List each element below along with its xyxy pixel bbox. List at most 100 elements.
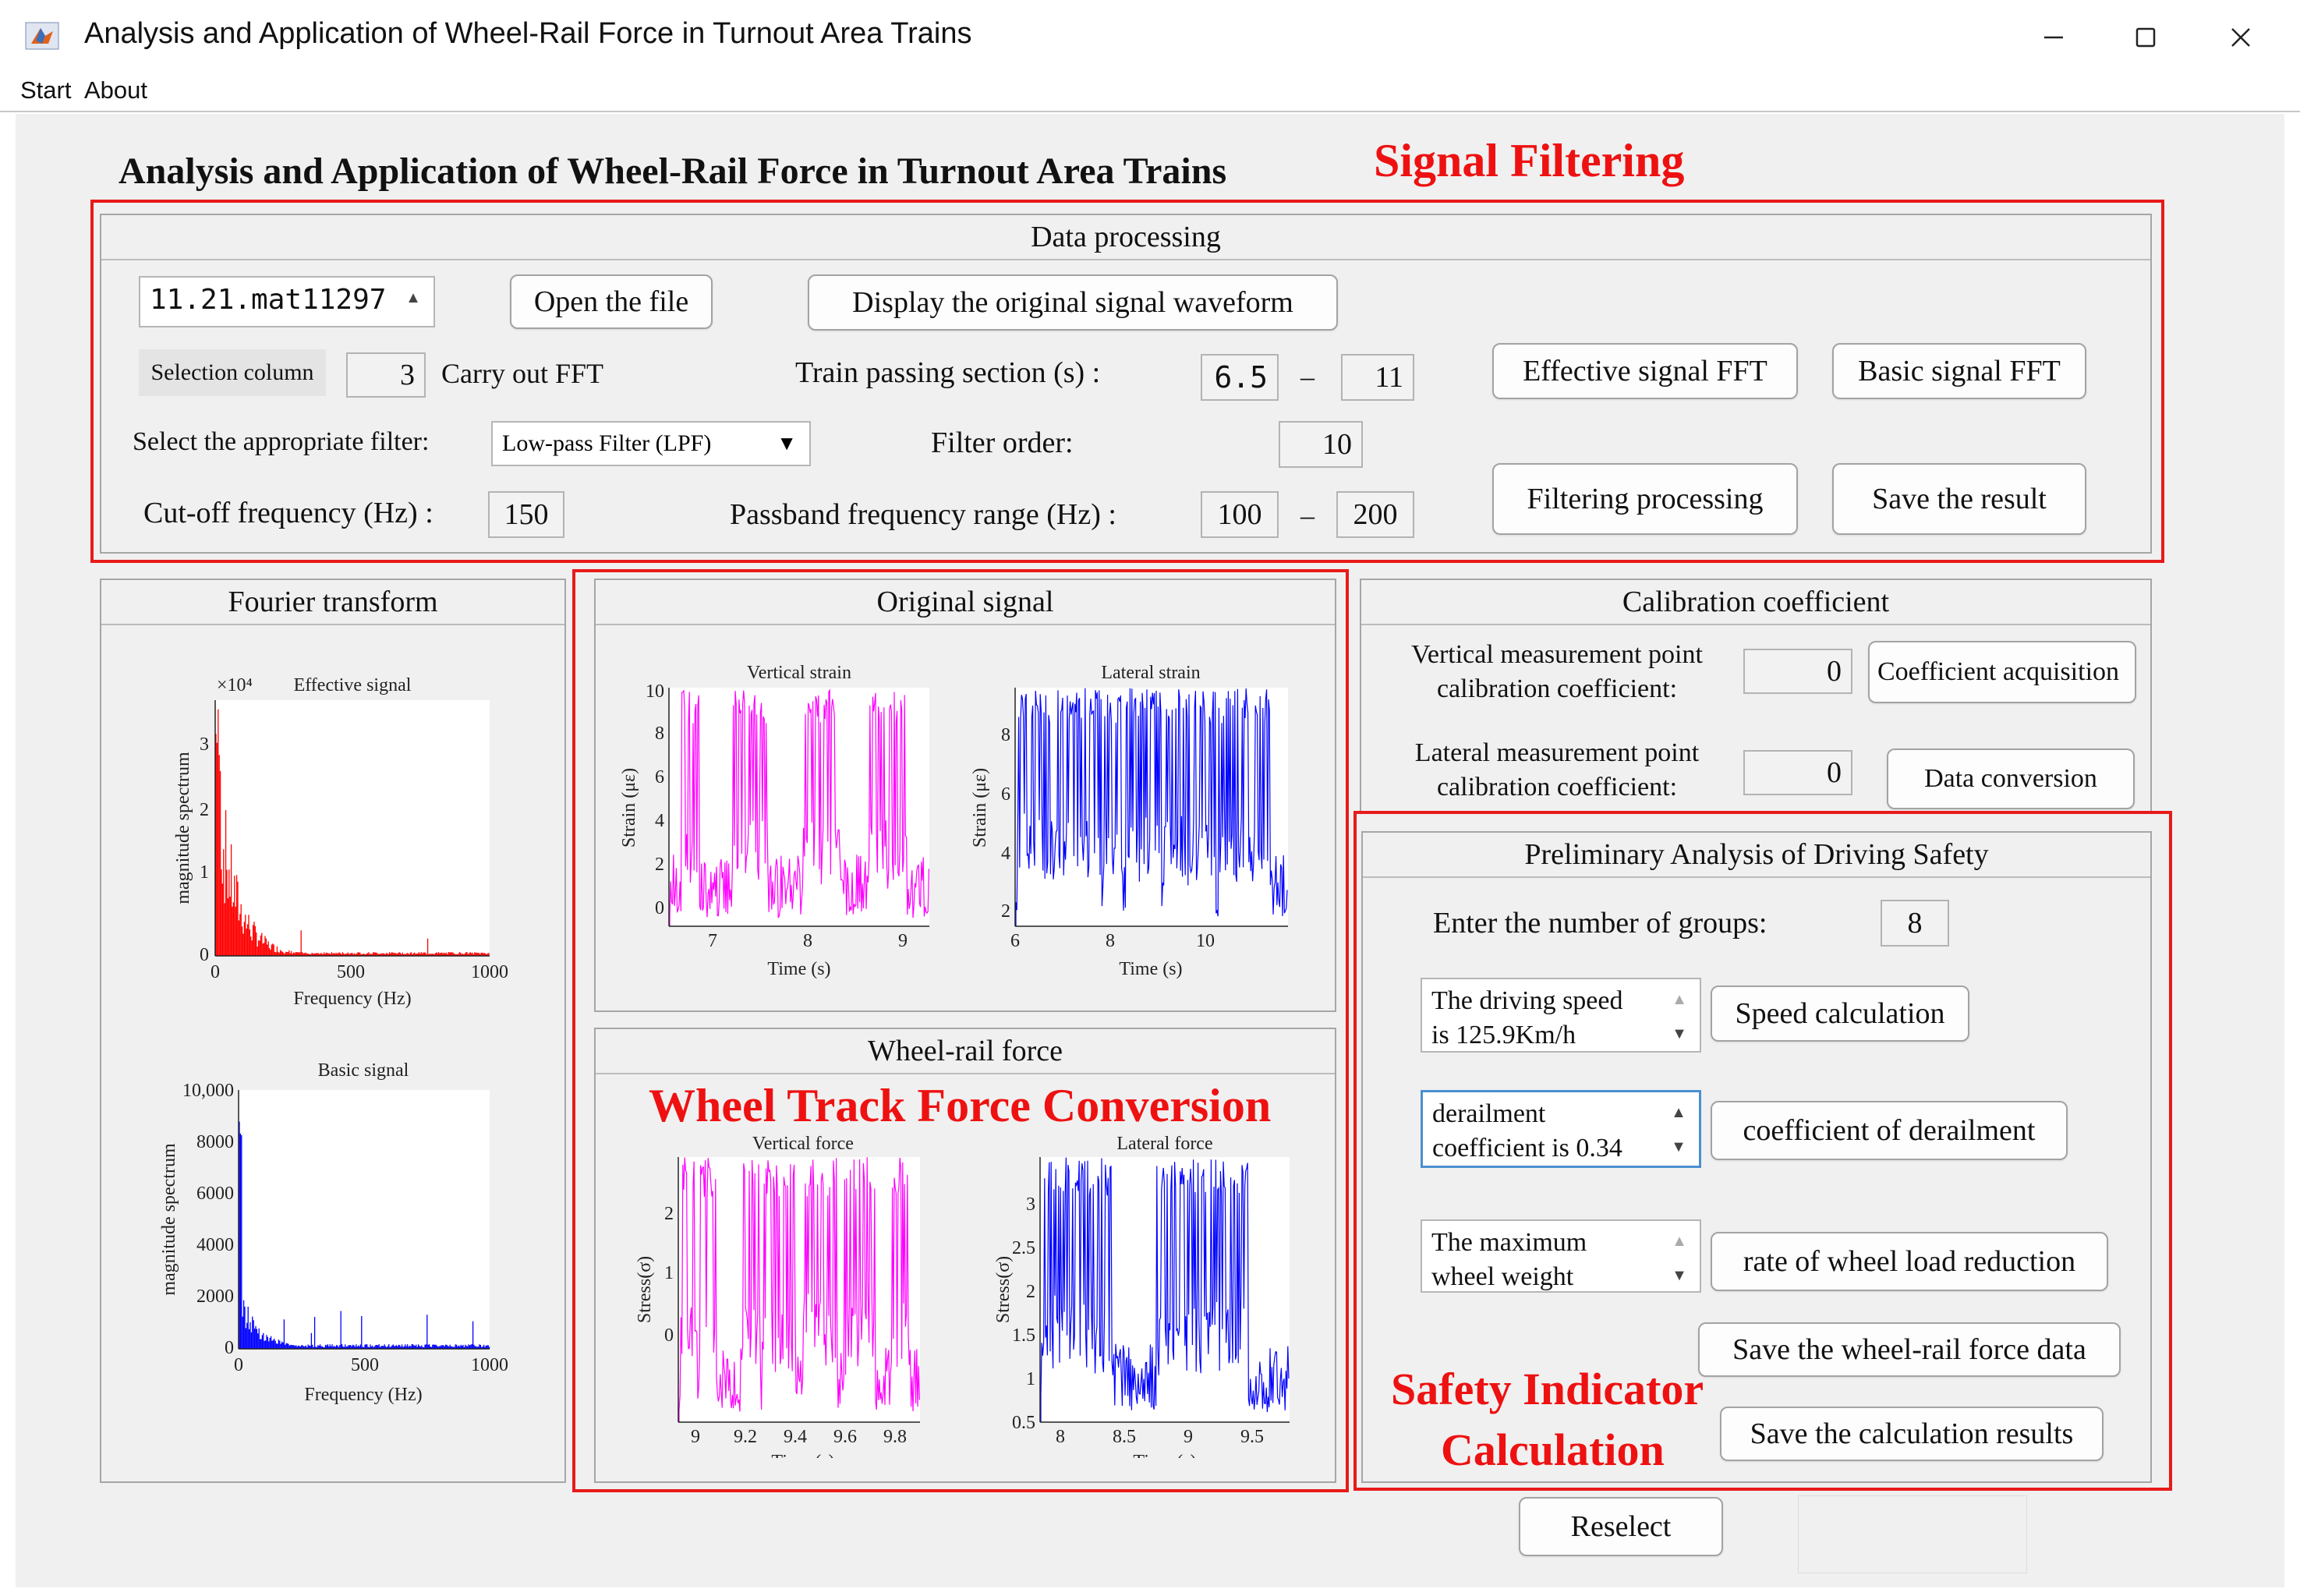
vertical-force-ytick: 1 <box>664 1263 674 1283</box>
menu-bar <box>0 73 2300 112</box>
spin-up-icon[interactable]: ▲ <box>405 289 421 306</box>
menu-start[interactable]: Start <box>20 76 72 104</box>
effective-fft-button[interactable]: Effective signal FFT <box>1492 343 1798 399</box>
vertical-force-xtick: 9 <box>691 1427 700 1447</box>
maximize-icon[interactable] <box>2122 16 2169 59</box>
effective-ytick: 1 <box>200 862 209 883</box>
menu-about[interactable]: About <box>84 76 148 104</box>
driving-safety-title: Preliminary Analysis of Driving Safety <box>1363 833 2150 878</box>
spin-down-icon[interactable]: ▼ <box>1672 1267 1687 1284</box>
groups-input[interactable]: 8 <box>1881 900 1949 947</box>
selection-column-input[interactable]: 3 <box>346 352 426 398</box>
effective-spectrum-line <box>215 709 490 956</box>
coefficient-acquisition-button[interactable]: Coefficient acquisition <box>1868 641 2136 703</box>
train-to-input[interactable]: 11 <box>1341 354 1414 401</box>
filter-order-input[interactable]: 10 <box>1279 421 1363 468</box>
spin-up-icon[interactable]: ▲ <box>1671 1104 1686 1121</box>
passband-range-dash: – <box>1300 500 1315 531</box>
save-calculation-results-button[interactable]: Save the calculation results <box>1720 1407 2104 1461</box>
vertical-force-ytick: 2 <box>664 1204 674 1224</box>
effective-signal-chart: ×10⁴ Effective signal 0 1 2 3 0 500 1000… <box>173 675 508 1009</box>
vertical-force-xtick: 9.2 <box>734 1427 757 1447</box>
filter-dropdown-value: Low-pass Filter (LPF) <box>502 430 712 456</box>
lateral-force-ytick: 3 <box>1026 1194 1035 1215</box>
train-range-dash: – <box>1300 361 1315 392</box>
close-icon[interactable] <box>2217 16 2264 59</box>
train-from-input[interactable]: 6.5 <box>1201 354 1279 401</box>
lateral-strain-series <box>1015 688 1288 926</box>
save-result-button[interactable]: Save the result <box>1832 463 2086 535</box>
spin-down-icon[interactable]: ▼ <box>405 315 421 326</box>
vertical-strain-series <box>669 688 929 926</box>
basic-ytick: 2000 <box>196 1286 234 1307</box>
basic-ytick: 0 <box>225 1338 234 1358</box>
vertical-strain-line <box>669 688 929 926</box>
speed-calculation-button[interactable]: Speed calculation <box>1711 986 1969 1042</box>
display-waveform-button[interactable]: Display the original signal waveform <box>808 274 1338 331</box>
lateral-strain-chart: Lateral strain 2 4 6 8 6 8 10 Time (s) S… <box>970 663 1288 979</box>
vertical-strain-ytick: 2 <box>655 855 664 875</box>
vertical-force-xtick: 9.4 <box>784 1427 807 1447</box>
derailment-coefficient-button[interactable]: coefficient of derailment <box>1711 1101 2068 1160</box>
lateral-strain-ylabel: Strain (με) <box>970 768 990 848</box>
reselect-button[interactable]: Reselect <box>1519 1497 1723 1556</box>
lateral-calibration-input[interactable]: 0 <box>1743 750 1852 795</box>
vertical-calibration-input[interactable]: 0 <box>1743 649 1852 694</box>
lateral-force-xtick: 9.5 <box>1240 1427 1264 1447</box>
effective-signal-spectrum <box>215 709 490 956</box>
basic-fft-button[interactable]: Basic signal FFT <box>1832 343 2086 399</box>
train-passing-label: Train passing section (s) : <box>795 356 1101 389</box>
lateral-force-ytick: 2 <box>1026 1282 1035 1302</box>
spin-down-icon[interactable]: ▼ <box>1671 1138 1686 1155</box>
effective-xtick: 0 <box>211 962 220 982</box>
spin-up-icon[interactable]: ▲ <box>1672 991 1687 1008</box>
vertical-strain-ylabel: Strain (με) <box>619 768 639 848</box>
data-processing-title: Data processing <box>101 215 2150 260</box>
vertical-strain-chart: Vertical strain 0 2 4 6 8 10 7 8 9 Time … <box>619 663 929 979</box>
spin-down-icon[interactable]: ▼ <box>1672 1025 1687 1042</box>
chevron-down-icon: ▼ <box>777 432 797 455</box>
lateral-force-ytick: 1.5 <box>1012 1325 1035 1346</box>
lateral-calibration-label: Lateral measurement point calibration co… <box>1414 738 1700 802</box>
groups-label: Enter the number of groups: <box>1433 907 1767 940</box>
lateral-force-xtick: 8.5 <box>1113 1427 1136 1447</box>
cutoff-frequency-label: Cut-off frequency (Hz) : <box>143 497 433 529</box>
effective-xlabel: Frequency (Hz) <box>293 989 411 1009</box>
vertical-strain-xtick: 7 <box>708 931 717 951</box>
lateral-strain-line <box>1015 688 1288 926</box>
cutoff-frequency-input[interactable]: 150 <box>488 491 564 538</box>
filtering-processing-button[interactable]: Filtering processing <box>1492 463 1798 535</box>
wheel-load-reduction-button[interactable]: rate of wheel load reduction <box>1711 1232 2108 1291</box>
minimize-icon[interactable] <box>2030 16 2077 59</box>
data-conversion-button[interactable]: Data conversion <box>1887 748 2135 809</box>
carry-out-fft-label: Carry out FFT <box>441 358 604 389</box>
file-spinner[interactable]: 11.21.mat11297 ▲ ▼ <box>139 276 435 327</box>
window-title: Analysis and Application of Wheel-Rail F… <box>84 17 972 50</box>
save-wheel-rail-data-button[interactable]: Save the wheel-rail force data <box>1698 1322 2121 1377</box>
vertical-strain-plot-area <box>669 688 929 926</box>
effective-title: Effective signal <box>294 675 412 695</box>
vertical-force-line <box>678 1157 920 1422</box>
vertical-strain-ytick: 4 <box>655 811 664 831</box>
vertical-strain-ytick: 8 <box>655 724 664 744</box>
vertical-force-ylabel: Stress(σ) <box>635 1256 655 1323</box>
open-file-button[interactable]: Open the file <box>510 274 713 329</box>
effective-exponent: ×10⁴ <box>217 675 253 695</box>
vertical-force-ytick: 0 <box>664 1325 674 1346</box>
vertical-strain-ytick: 6 <box>655 767 664 787</box>
spin-up-icon[interactable]: ▲ <box>1672 1233 1687 1250</box>
effective-ylabel: magnitude spectrum <box>173 752 193 904</box>
lateral-strain-title: Lateral strain <box>1101 663 1200 683</box>
speed-result-box: The driving speed is 125.9Km/h ▲ ▼ <box>1421 978 1701 1053</box>
basic-title: Basic signal <box>318 1060 409 1081</box>
passband-from-input[interactable]: 100 <box>1201 491 1279 538</box>
basic-ytick: 8000 <box>196 1132 234 1152</box>
lateral-force-ytick: 0.5 <box>1012 1413 1035 1433</box>
passband-to-input[interactable]: 200 <box>1336 491 1414 538</box>
filter-dropdown[interactable]: Low-pass Filter (LPF) ▼ <box>491 421 811 466</box>
data-processing-panel: Data processing <box>100 214 2152 554</box>
basic-signal-spectrum <box>239 1121 490 1349</box>
annotation-wheel-track: Wheel Track Force Conversion <box>649 1080 1272 1131</box>
derailment-result-box: derailment coefficient is 0.34 ▲ ▼ <box>1421 1090 1701 1168</box>
annotation-signal-filtering: Signal Filtering <box>1374 135 1685 186</box>
